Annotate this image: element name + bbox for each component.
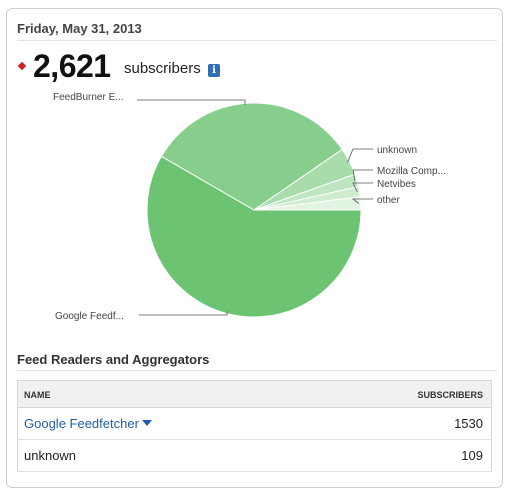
leader-line — [352, 182, 373, 193]
feed-readers-table: NAME SUBSCRIBERS Google Feedfetcher 1530… — [17, 380, 492, 472]
column-header-name[interactable]: NAME — [24, 390, 51, 400]
pie-slice[interactable] — [160, 102, 343, 211]
slice-label: Mozilla Comp... — [377, 166, 446, 177]
table-row: unknown 109 — [18, 440, 491, 472]
table-row: Google Feedfetcher 1530 — [18, 408, 491, 440]
reader-name-link[interactable]: Google Feedfetcher — [24, 416, 152, 431]
leader-line — [137, 99, 246, 106]
subscribers-label: subscribers — [124, 60, 201, 77]
slice-label: FeedBurner E... — [53, 92, 124, 103]
subscriber-value: 1530 — [454, 416, 483, 431]
leader-line — [347, 148, 373, 163]
reader-name[interactable]: Google Feedfetcher — [24, 416, 139, 431]
slice-label: unknown — [377, 145, 417, 156]
divider — [17, 40, 497, 41]
pie-slice[interactable] — [146, 155, 362, 318]
subscriber-count: 2,621 — [33, 48, 111, 84]
info-icon[interactable]: i — [208, 64, 220, 77]
leader-line — [139, 311, 228, 316]
pie-slice[interactable] — [253, 196, 362, 211]
leader-line — [351, 198, 373, 204]
subscriber-panel: Friday, May 31, 2013 2,621 subscribers i… — [6, 8, 503, 488]
subscriber-pie-chart: Google Feedf... FeedBurner E... unknown Moz… — [53, 92, 446, 322]
slice-label: Netvibes — [377, 179, 416, 190]
date-title: Friday, May 31, 2013 — [17, 21, 142, 36]
reader-name: unknown — [24, 448, 77, 463]
leader-line — [352, 169, 373, 181]
column-header-subscribers[interactable]: SUBSCRIBERS — [417, 390, 483, 400]
table-header: NAME SUBSCRIBERS — [18, 381, 491, 408]
section-title: Feed Readers and Aggregators — [17, 352, 210, 367]
slice-label: other — [377, 195, 400, 206]
divider — [17, 370, 497, 371]
slice-label: Google Feedf... — [55, 311, 124, 322]
chevron-down-icon[interactable] — [141, 420, 152, 426]
subscriber-value: 109 — [461, 448, 483, 463]
